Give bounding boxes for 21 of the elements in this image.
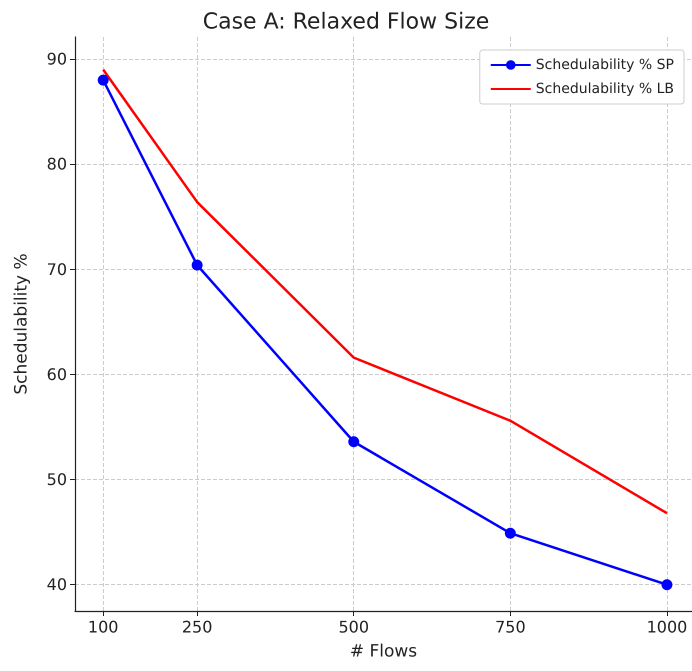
y-axis-title: Schedulability % — [12, 253, 32, 395]
point — [192, 260, 203, 271]
point — [504, 528, 516, 539]
point — [348, 436, 360, 448]
x-tick-label: 500 — [338, 618, 370, 636]
chart-title: Case A: Relaxed Flow Size — [202, 10, 490, 34]
x-tick-label: 250 — [182, 618, 212, 636]
x-tick-label: 1000 — [646, 618, 688, 636]
y-tick-label: 60 — [46, 364, 67, 384]
y-tick-label: 50 — [46, 470, 67, 490]
x-axis-title: # Flows — [350, 642, 418, 662]
x-tick-label: 750 — [495, 618, 526, 636]
point — [661, 579, 672, 590]
legend-label: Schedulability % SP — [536, 57, 674, 73]
point — [98, 74, 109, 86]
y-tick-label: 80 — [46, 154, 67, 174]
y-tick-label: 70 — [46, 260, 67, 279]
y-tick-label: 90 — [46, 50, 67, 69]
legend-label: Schedulability % LB — [536, 81, 674, 97]
y-tick-label: 40 — [46, 575, 67, 594]
x-tick-label: 100 — [88, 618, 118, 636]
